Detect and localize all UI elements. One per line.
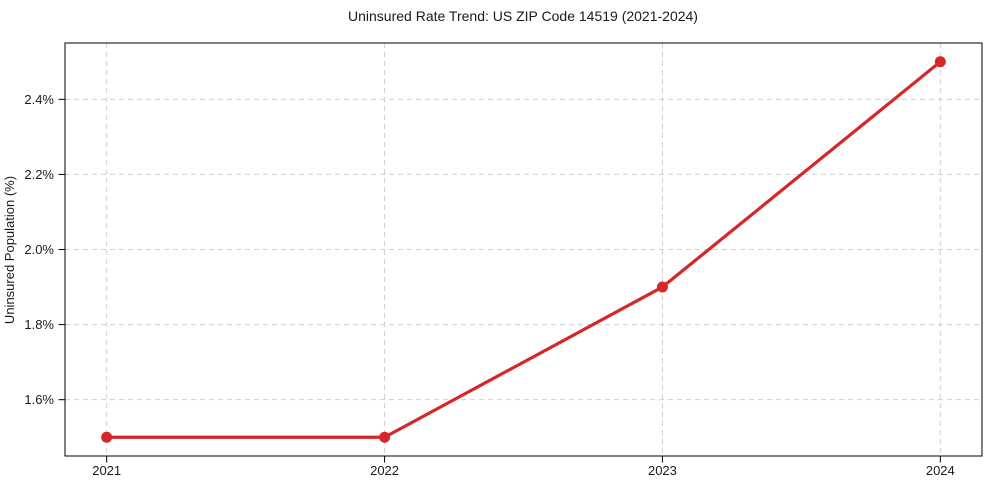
series-layer — [101, 56, 946, 443]
y-tick-label: 2.4% — [24, 92, 54, 107]
y-tick-label: 2.2% — [24, 167, 54, 182]
data-point-2021 — [101, 431, 113, 443]
y-tick-label: 2.0% — [24, 242, 54, 257]
data-point-2023 — [656, 281, 668, 293]
x-tick-label: 2024 — [926, 463, 955, 478]
x-tick-label: 2023 — [648, 463, 677, 478]
x-tick-label: 2022 — [370, 463, 399, 478]
x-tick-label: 2021 — [92, 463, 121, 478]
y-axis-label: Uninsured Population (%) — [2, 176, 17, 324]
y-tick-label: 1.8% — [24, 317, 54, 332]
data-point-2022 — [379, 431, 391, 443]
data-point-2024 — [934, 56, 946, 68]
axes-layer: 2021 2022 2023 2024 1.6% 1.8% 2.0% 2.2% 2.4% — [24, 42, 983, 478]
grid-layer — [65, 43, 982, 456]
y-tick-label: 1.6% — [24, 392, 54, 407]
chart-title: Uninsured Rate Trend: US ZIP Code 14519 … — [348, 8, 698, 24]
trend-line — [105, 60, 942, 439]
